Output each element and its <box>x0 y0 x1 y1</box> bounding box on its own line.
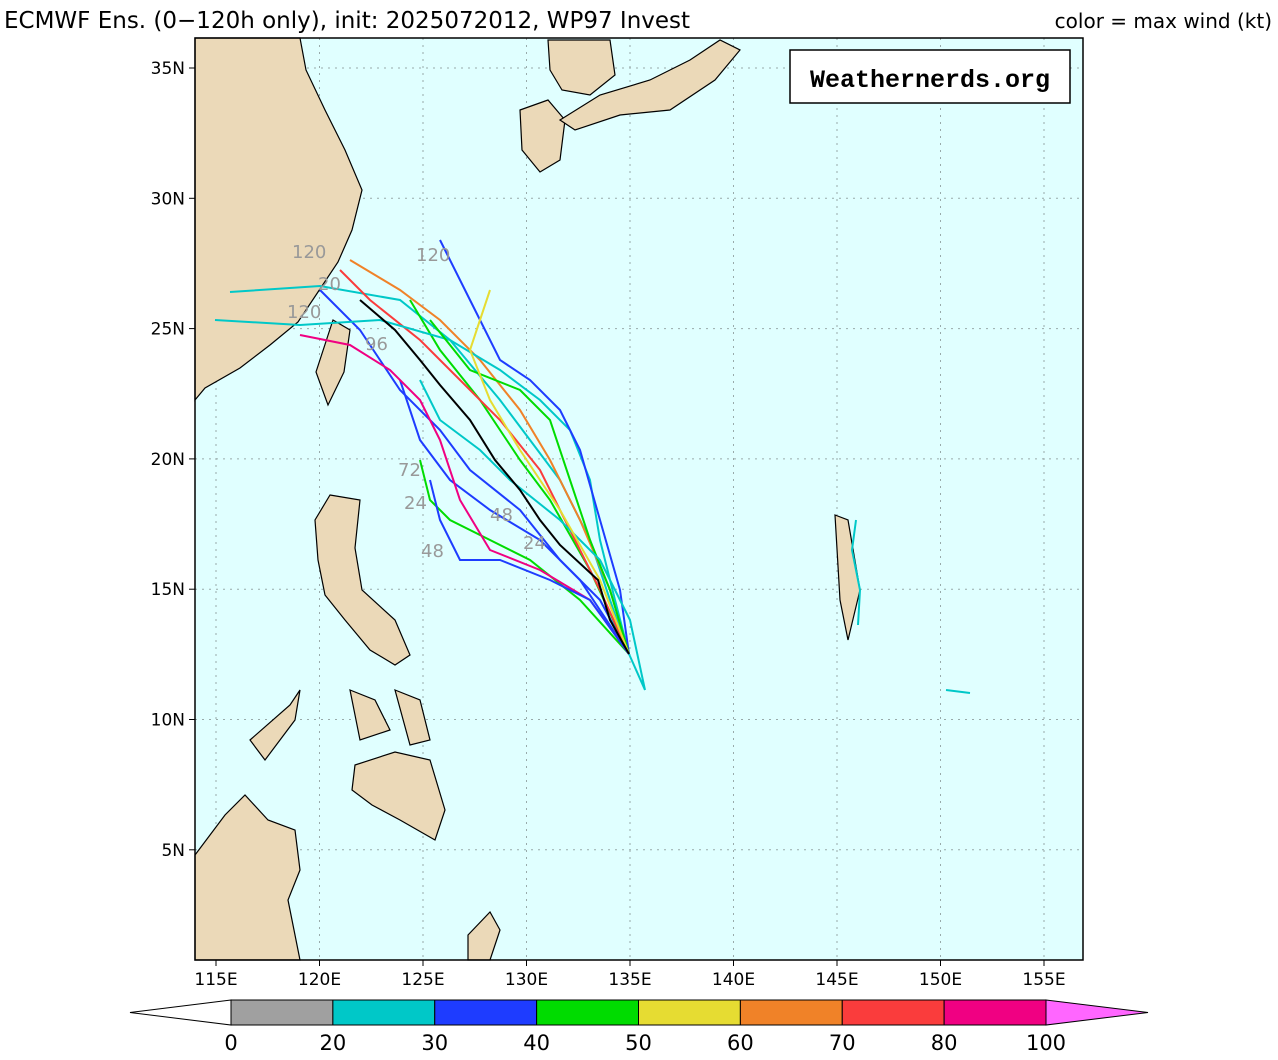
track-label: 24 <box>404 493 427 514</box>
lon-label: 135E <box>608 970 651 990</box>
track-label: 20 <box>318 274 341 295</box>
track-label: 120 <box>292 242 326 263</box>
colorbar-box <box>434 999 538 1026</box>
track-label: 120 <box>416 245 450 266</box>
track-label: 96 <box>365 334 388 355</box>
lat-label: 35N <box>151 59 185 79</box>
colorbar-label: 0 <box>224 1031 237 1055</box>
title: ECMWF Ens. (0−120h only), init: 20250720… <box>4 8 690 34</box>
lat-label: 15N <box>151 580 185 600</box>
colorbar-label: 60 <box>727 1031 754 1055</box>
lon-label: 140E <box>712 970 755 990</box>
lat-label: 30N <box>151 189 185 209</box>
track-label: 48 <box>421 541 444 562</box>
lon-label: 150E <box>919 970 962 990</box>
lat-label: 25N <box>151 320 185 340</box>
colorbar-label: 30 <box>421 1031 448 1055</box>
track-label: 72 <box>398 460 421 481</box>
logo-box <box>789 49 1071 104</box>
colorbar-under <box>129 999 232 1026</box>
colorbar-box <box>536 999 639 1026</box>
colorbar-label: 80 <box>931 1031 958 1055</box>
colorbar-box <box>841 999 945 1026</box>
lon-label: 115E <box>194 970 237 990</box>
track-labels: 120 120 20 120 96 72 24 48 24 48 <box>287 242 546 562</box>
lon-label: 120E <box>298 970 341 990</box>
track-label: 24 <box>523 533 546 554</box>
colorbar-label: 50 <box>625 1031 652 1055</box>
legend-title: color = max wind (kt) <box>1055 9 1272 33</box>
colorbar-box <box>332 999 436 1026</box>
colorbar-box <box>739 999 843 1026</box>
colorbar-box <box>230 999 334 1026</box>
colorbar-box <box>638 999 741 1026</box>
track-label: 120 <box>287 302 321 323</box>
colorbar-label: 20 <box>320 1031 347 1055</box>
colorbar-label: 70 <box>829 1031 856 1055</box>
lat-label: 5N <box>161 841 185 861</box>
lon-label: 155E <box>1022 970 1065 990</box>
ensemble-tracks <box>214 239 971 694</box>
colorbar-label: 40 <box>523 1031 550 1055</box>
colorbar-box <box>943 999 1047 1026</box>
map-frame <box>194 37 1084 961</box>
lon-label: 125E <box>401 970 444 990</box>
colorbar-label: 100 <box>1026 1031 1066 1055</box>
colorbar-over <box>1045 999 1149 1026</box>
track-label: 48 <box>490 505 513 526</box>
lon-label: 145E <box>815 970 858 990</box>
colorbar: 0 20 30 40 50 60 70 80 100 <box>129 999 1149 1055</box>
land <box>194 37 861 961</box>
lat-label: 10N <box>151 711 185 731</box>
lat-label: 20N <box>151 450 185 470</box>
lon-label: 130E <box>505 970 548 990</box>
logo: Weathernerds.org <box>810 66 1050 95</box>
